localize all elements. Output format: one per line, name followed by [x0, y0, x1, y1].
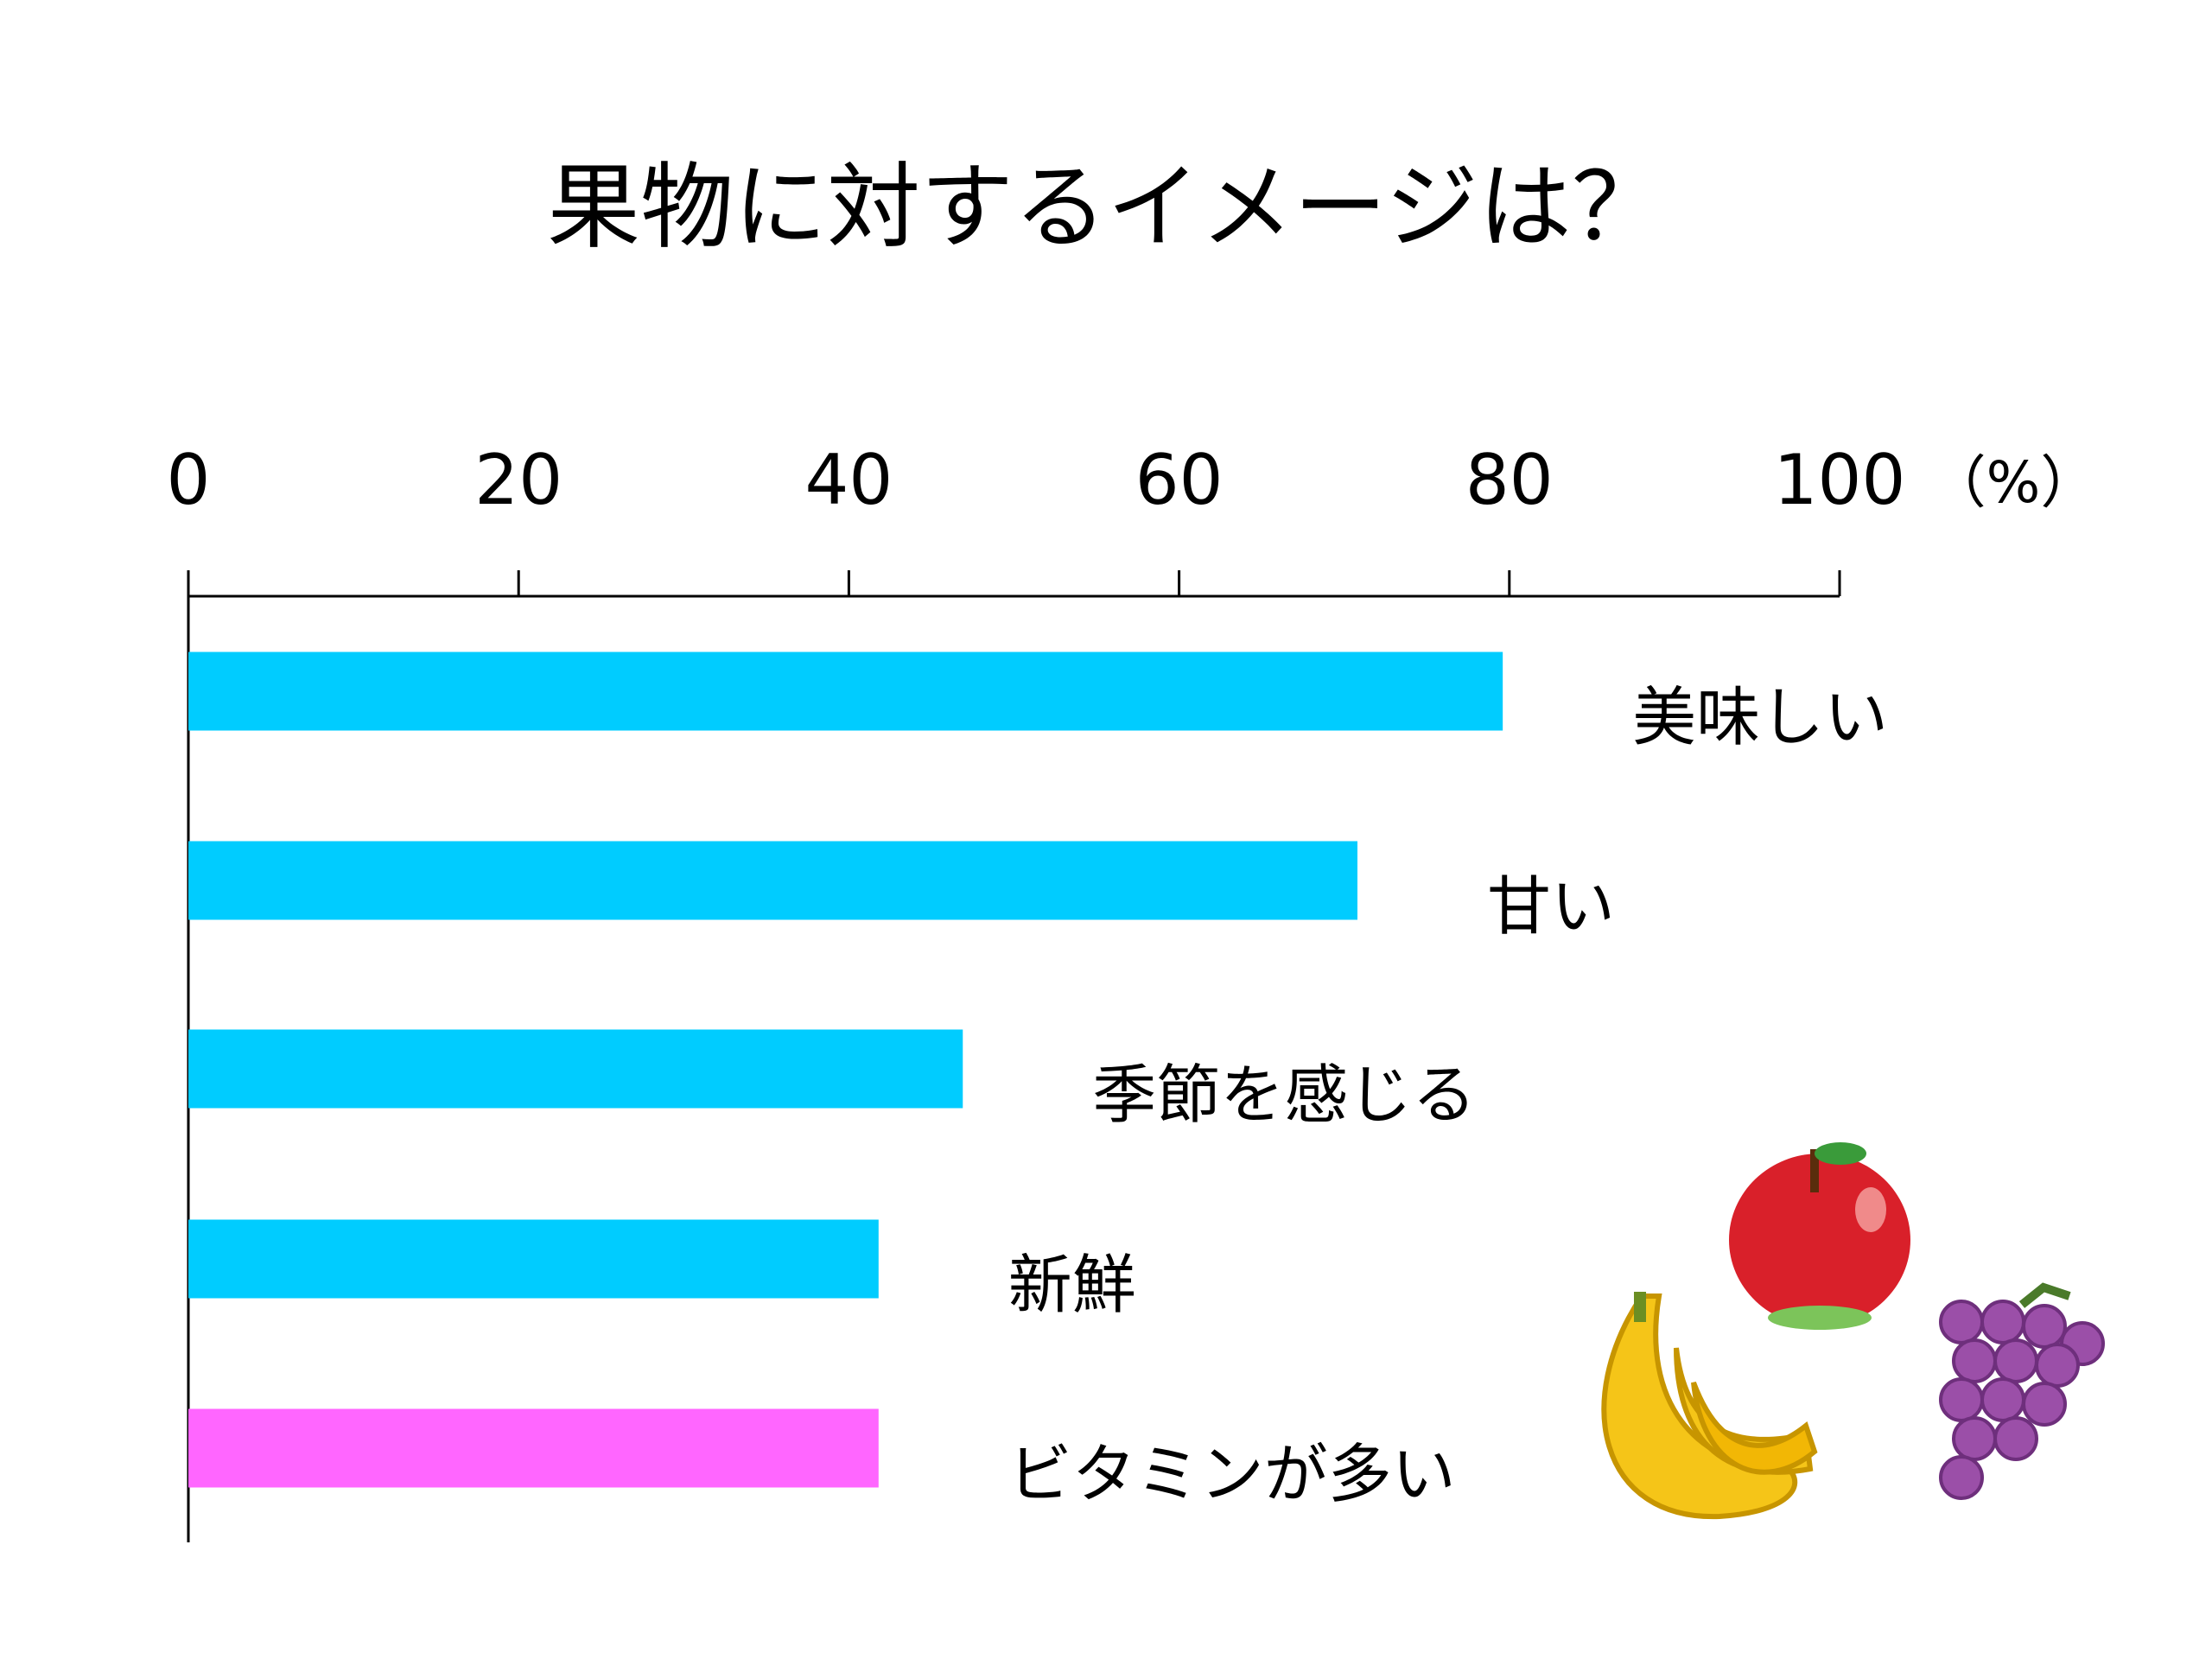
- x-tick-label: 20: [474, 440, 563, 520]
- x-tick-label: 100: [1774, 440, 1906, 520]
- category-label: 甘い: [1487, 870, 1615, 944]
- bar: [188, 1029, 963, 1109]
- category-label: ビタミンが多い: [1008, 1438, 1456, 1512]
- apple: [1729, 1154, 1910, 1326]
- x-tick-label: 60: [1135, 440, 1224, 520]
- category-label: 新鮮: [1008, 1249, 1136, 1323]
- x-tick-label: 0: [167, 440, 211, 520]
- bar: [188, 1219, 879, 1299]
- bar: [188, 841, 1357, 920]
- grapes: [1939, 1300, 2105, 1500]
- x-tick-label: 40: [805, 440, 893, 520]
- banana: [1691, 1381, 1818, 1475]
- banana: [1601, 1294, 1798, 1520]
- bar: [188, 1408, 879, 1488]
- category-label: 美味しい: [1632, 681, 1888, 755]
- apple-bottom: [1768, 1306, 1872, 1330]
- apple-leaf: [1815, 1142, 1866, 1165]
- fruit-illustration: [1601, 1142, 2105, 1520]
- category-label: 季節を感じる: [1092, 1058, 1476, 1133]
- grape-stem: [2018, 1282, 2071, 1308]
- chart-title: 果物に対するイメージは？: [547, 154, 1665, 262]
- x-tick-label: 80: [1465, 440, 1554, 520]
- bar: [188, 652, 1503, 731]
- axis-unit: （%）: [1929, 449, 2098, 516]
- apple-shine: [1855, 1187, 1886, 1232]
